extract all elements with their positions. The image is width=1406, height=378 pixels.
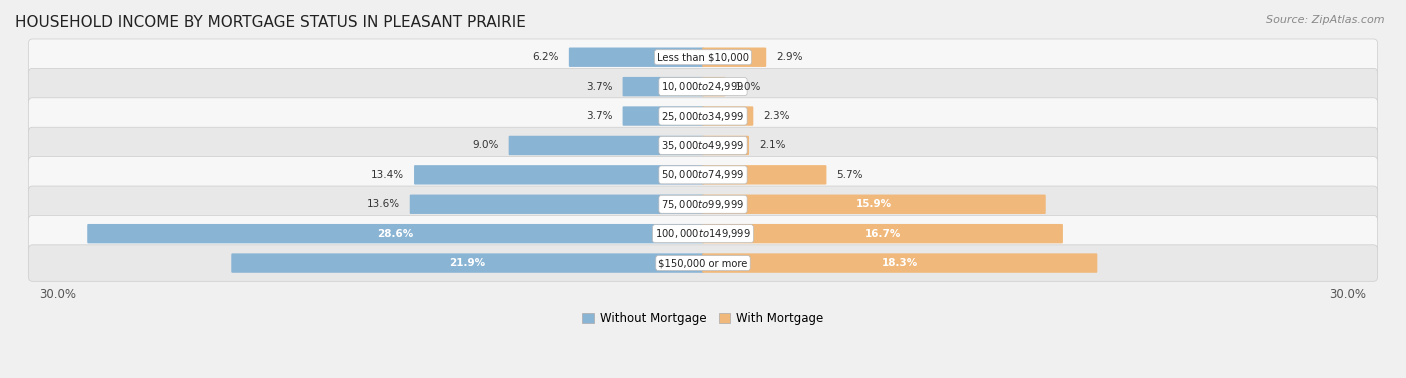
Legend: Without Mortgage, With Mortgage: Without Mortgage, With Mortgage [578, 308, 828, 330]
FancyBboxPatch shape [28, 39, 1378, 76]
FancyBboxPatch shape [28, 156, 1378, 193]
FancyBboxPatch shape [702, 165, 827, 184]
Text: Source: ZipAtlas.com: Source: ZipAtlas.com [1267, 15, 1385, 25]
Text: 2.9%: 2.9% [776, 52, 803, 62]
FancyBboxPatch shape [623, 77, 704, 96]
Text: 9.0%: 9.0% [472, 141, 499, 150]
Text: 21.9%: 21.9% [450, 258, 485, 268]
Text: 1.0%: 1.0% [735, 82, 762, 91]
FancyBboxPatch shape [413, 165, 704, 184]
FancyBboxPatch shape [28, 98, 1378, 134]
Text: $50,000 to $74,999: $50,000 to $74,999 [661, 168, 745, 181]
FancyBboxPatch shape [28, 215, 1378, 252]
Text: 2.3%: 2.3% [763, 111, 790, 121]
FancyBboxPatch shape [702, 77, 725, 96]
FancyBboxPatch shape [702, 48, 766, 67]
Text: 28.6%: 28.6% [377, 229, 413, 239]
FancyBboxPatch shape [28, 245, 1378, 281]
Text: 2.1%: 2.1% [759, 141, 786, 150]
FancyBboxPatch shape [28, 127, 1378, 164]
Text: 6.2%: 6.2% [533, 52, 560, 62]
FancyBboxPatch shape [409, 195, 704, 214]
Text: $100,000 to $149,999: $100,000 to $149,999 [655, 227, 751, 240]
FancyBboxPatch shape [28, 186, 1378, 223]
Text: 16.7%: 16.7% [865, 229, 901, 239]
FancyBboxPatch shape [232, 253, 704, 273]
FancyBboxPatch shape [87, 224, 704, 243]
Text: $75,000 to $99,999: $75,000 to $99,999 [661, 198, 745, 211]
FancyBboxPatch shape [702, 136, 749, 155]
FancyBboxPatch shape [28, 68, 1378, 105]
FancyBboxPatch shape [702, 106, 754, 126]
Text: 3.7%: 3.7% [586, 82, 613, 91]
Text: 13.6%: 13.6% [367, 199, 399, 209]
Text: 18.3%: 18.3% [882, 258, 918, 268]
Text: 15.9%: 15.9% [856, 199, 891, 209]
Text: $10,000 to $24,999: $10,000 to $24,999 [661, 80, 745, 93]
Text: $150,000 or more: $150,000 or more [658, 258, 748, 268]
FancyBboxPatch shape [569, 48, 704, 67]
FancyBboxPatch shape [702, 253, 1097, 273]
FancyBboxPatch shape [702, 195, 1046, 214]
Text: Less than $10,000: Less than $10,000 [657, 52, 749, 62]
FancyBboxPatch shape [623, 106, 704, 126]
Text: 5.7%: 5.7% [837, 170, 863, 180]
Text: HOUSEHOLD INCOME BY MORTGAGE STATUS IN PLEASANT PRAIRIE: HOUSEHOLD INCOME BY MORTGAGE STATUS IN P… [15, 15, 526, 30]
FancyBboxPatch shape [509, 136, 704, 155]
FancyBboxPatch shape [702, 224, 1063, 243]
Text: $25,000 to $34,999: $25,000 to $34,999 [661, 110, 745, 122]
Text: 3.7%: 3.7% [586, 111, 613, 121]
Text: 13.4%: 13.4% [371, 170, 404, 180]
Text: $35,000 to $49,999: $35,000 to $49,999 [661, 139, 745, 152]
